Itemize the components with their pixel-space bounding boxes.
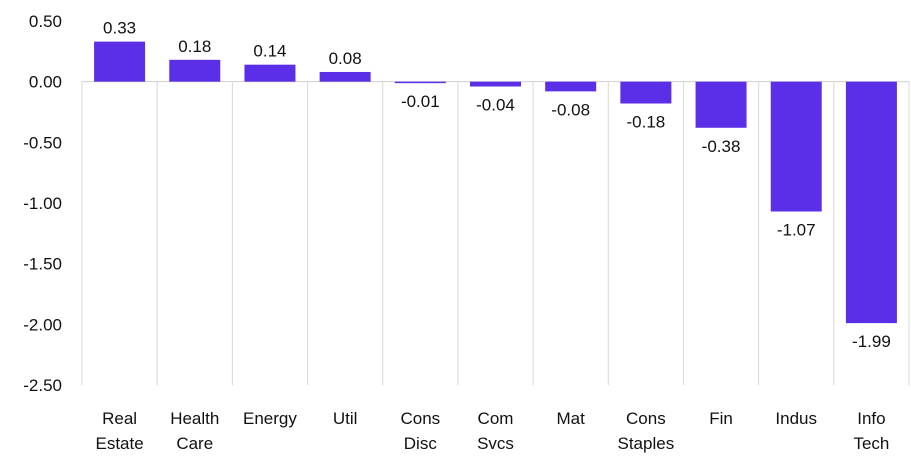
data-label: -0.38 xyxy=(702,137,741,156)
bars xyxy=(94,41,897,324)
bar xyxy=(169,59,221,82)
data-labels: 0.33 0.18 0.14 0.08 -0.01 -0.04 -0.08 -0.18 -0.3… xyxy=(103,19,891,351)
y-tick-label: -0.50 xyxy=(23,133,62,152)
y-axis: 0.50 0.00 -0.50 -1.00 -1.50 -2.00 -2.50 xyxy=(23,12,62,395)
x-tick-label: Info Tech xyxy=(853,409,889,453)
data-label: -0.01 xyxy=(401,92,440,111)
bar xyxy=(319,71,371,82)
data-label: 0.18 xyxy=(178,37,211,56)
x-tick-label: Cons Disc xyxy=(400,409,440,453)
data-label: 0.33 xyxy=(103,19,136,38)
x-tick-label: Energy xyxy=(243,409,297,428)
data-label: -0.08 xyxy=(551,100,590,119)
bar xyxy=(695,81,747,128)
bar xyxy=(470,81,521,87)
y-tick-label: -1.00 xyxy=(23,194,62,213)
category-separators xyxy=(81,81,910,385)
bar xyxy=(620,81,672,104)
data-label: 0.08 xyxy=(329,49,362,68)
bar xyxy=(394,81,446,84)
x-tick-label: Mat xyxy=(557,409,586,428)
data-label: -1.07 xyxy=(777,220,816,239)
x-tick-label: Indus xyxy=(775,409,817,428)
bar xyxy=(770,81,822,212)
data-label: -0.18 xyxy=(626,113,665,132)
bar xyxy=(244,64,296,82)
y-tick-label: -1.50 xyxy=(23,255,62,274)
x-tick-label: Real Estate xyxy=(95,409,143,453)
x-tick-label: Com Svcs xyxy=(477,409,514,453)
y-tick-label: 0.00 xyxy=(29,73,62,92)
data-label: -0.04 xyxy=(476,96,515,115)
x-axis: Real Estate Health Care Energy Util Cons Disc Co… xyxy=(95,409,889,453)
bar xyxy=(545,81,597,92)
y-tick-label: -2.00 xyxy=(23,315,62,334)
y-tick-label: -2.50 xyxy=(23,376,62,395)
bar xyxy=(845,81,897,324)
x-tick-label: Util xyxy=(333,409,358,428)
data-label: 0.14 xyxy=(253,42,286,61)
data-label: -1.99 xyxy=(852,332,891,351)
y-tick-label: 0.50 xyxy=(29,12,62,31)
x-tick-label: Fin xyxy=(709,409,733,428)
bar xyxy=(94,41,146,82)
x-tick-label: Health Care xyxy=(170,409,219,453)
x-tick-label: Cons Staples xyxy=(618,409,675,453)
